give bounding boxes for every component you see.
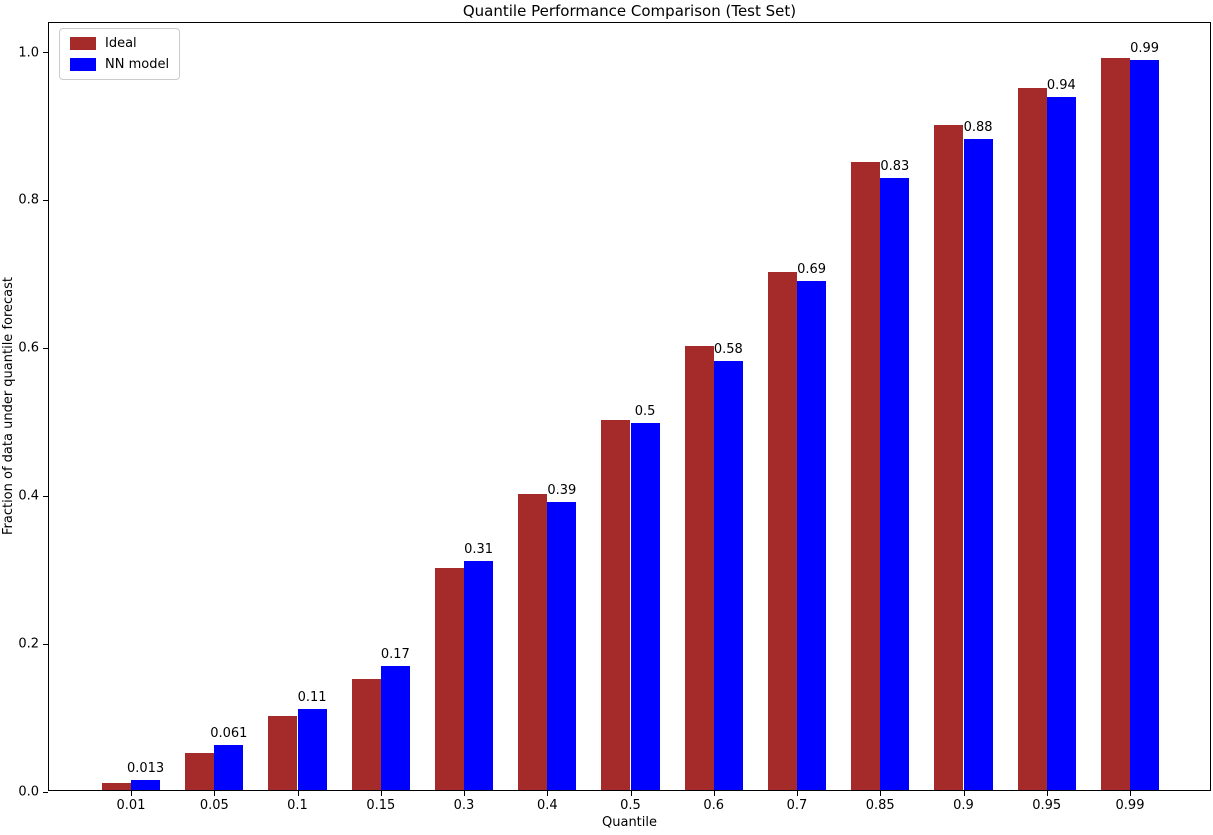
x-tick-label-0.3: 0.3	[453, 798, 475, 813]
x-tick-label-0.1: 0.1	[287, 798, 308, 813]
x-tick-label-0.7: 0.7	[786, 798, 808, 813]
x-tick-mark-0.99	[1130, 791, 1131, 796]
bar-ideal-0.4	[518, 494, 548, 790]
legend-item-ideal: Ideal	[70, 36, 169, 51]
x-tick-mark-0.1	[297, 791, 299, 796]
bar-nn-0.01	[131, 780, 161, 790]
x-tick-label-0.6: 0.6	[703, 798, 725, 813]
bar-value-label-0.3: 0.31	[464, 541, 494, 557]
bar-value-label-0.4: 0.39	[547, 482, 577, 498]
x-tick-mark-0.05	[214, 791, 216, 796]
bar-nn-0.95	[1046, 97, 1076, 790]
bar-ideal-0.3	[434, 568, 464, 790]
bar-nn-0.4	[547, 501, 577, 790]
bar-ideal-0.6	[684, 346, 714, 790]
y-tick-label-0.8: 0.8	[18, 192, 39, 208]
x-tick-label-0.85: 0.85	[865, 798, 895, 813]
chart-title: Quantile Performance Comparison (Test Se…	[462, 2, 797, 20]
plot-area: Ideal NN model 0.0 0.2 0.4 0.6 0.8 1.0 0.013 0.…	[18, 22, 1211, 813]
bar-nn-0.05	[214, 744, 244, 790]
x-tick-label-0.15: 0.15	[366, 798, 396, 813]
bar-value-label-0.9: 0.88	[963, 120, 993, 136]
y-tick-label-0.6: 0.6	[18, 340, 39, 356]
x-tick-mark-0.85	[880, 791, 882, 796]
bar-ideal-0.99	[1100, 58, 1130, 790]
bar-value-label-0.85: 0.83	[880, 158, 910, 174]
x-tick-mark-0.15	[380, 791, 382, 796]
x-tick-mark-0.5	[630, 791, 632, 796]
bar-value-label-0.6: 0.58	[713, 342, 743, 358]
x-tick-mark-0.4	[547, 791, 549, 796]
x-tick-label-0.5: 0.5	[620, 798, 641, 813]
y-tick-mark-1.0	[43, 52, 48, 54]
bar-value-label-0.95: 0.94	[1046, 78, 1076, 94]
bar-value-label-0.05: 0.061	[210, 725, 248, 741]
legend-swatch-nn-model	[70, 58, 96, 71]
bar-nn-0.7	[797, 281, 827, 790]
bar-ideal-0.15	[351, 679, 381, 790]
bar-ideal-0.01	[101, 782, 131, 790]
bar-value-label-0.1: 0.11	[297, 689, 327, 705]
bar-value-label-0.7: 0.69	[797, 262, 827, 278]
bar-nn-0.85	[880, 177, 910, 790]
bar-nn-0.5	[630, 422, 660, 790]
bar-ideal-0.9	[934, 124, 964, 790]
bar-nn-0.1	[297, 708, 327, 790]
bar-nn-0.99	[1130, 60, 1160, 790]
bar-nn-0.3	[464, 560, 494, 790]
x-tick-label-0.99: 0.99	[1115, 798, 1145, 813]
y-tick-mark-0.4	[43, 495, 48, 497]
bar-nn-0.9	[963, 139, 993, 790]
x-tick-label-0.4: 0.4	[536, 798, 558, 813]
x-tick-mark-0.01	[131, 791, 132, 796]
x-tick-mark-0.3	[464, 791, 465, 796]
y-tick-mark-0.2	[43, 643, 48, 645]
x-tick-mark-0.9	[963, 791, 965, 796]
y-tick-mark-0.6	[43, 347, 48, 349]
x-tick-label-0.05: 0.05	[199, 798, 229, 813]
legend-swatch-ideal	[70, 37, 96, 50]
y-tick-label-1.0: 1.0	[18, 45, 39, 61]
x-tick-mark-0.7	[797, 791, 798, 796]
legend-label-nn-model: NN model	[105, 57, 170, 72]
legend: Ideal NN model	[59, 28, 181, 80]
x-tick-label-0.95: 0.95	[1032, 798, 1062, 813]
x-tick-mark-0.95	[1046, 791, 1048, 796]
y-tick-mark-0.8	[43, 199, 48, 201]
x-tick-mark-0.6	[713, 791, 715, 796]
bar-ideal-0.85	[851, 161, 881, 790]
x-tick-label-0.9: 0.9	[953, 798, 974, 813]
bar-nn-0.15	[380, 665, 410, 790]
bar-ideal-0.5	[601, 420, 631, 790]
bar-ideal-0.95	[1017, 87, 1047, 790]
y-tick-label-0.0: 0.0	[18, 784, 39, 800]
bar-ideal-0.7	[767, 272, 797, 790]
bar-value-label-0.15: 0.17	[380, 646, 410, 662]
bar-ideal-0.05	[185, 753, 215, 790]
bar-value-label-0.01: 0.013	[126, 761, 165, 777]
legend-label-ideal: Ideal	[105, 36, 137, 51]
legend-item-nn-model: NN model	[70, 57, 169, 72]
bar-value-label-0.99: 0.99	[1130, 41, 1160, 57]
y-tick-label-0.2: 0.2	[18, 636, 39, 652]
x-axis-label: Quantile	[602, 815, 657, 830]
y-tick-label-0.4: 0.4	[18, 488, 39, 504]
y-tick-mark-0.0	[43, 791, 48, 793]
y-axis-label: Fraction of data under quantile forecast	[1, 276, 16, 536]
bar-ideal-0.1	[268, 716, 298, 790]
x-tick-label-0.01: 0.01	[116, 798, 146, 813]
bar-value-label-0.5: 0.5	[634, 403, 656, 419]
bar-nn-0.6	[713, 361, 743, 790]
